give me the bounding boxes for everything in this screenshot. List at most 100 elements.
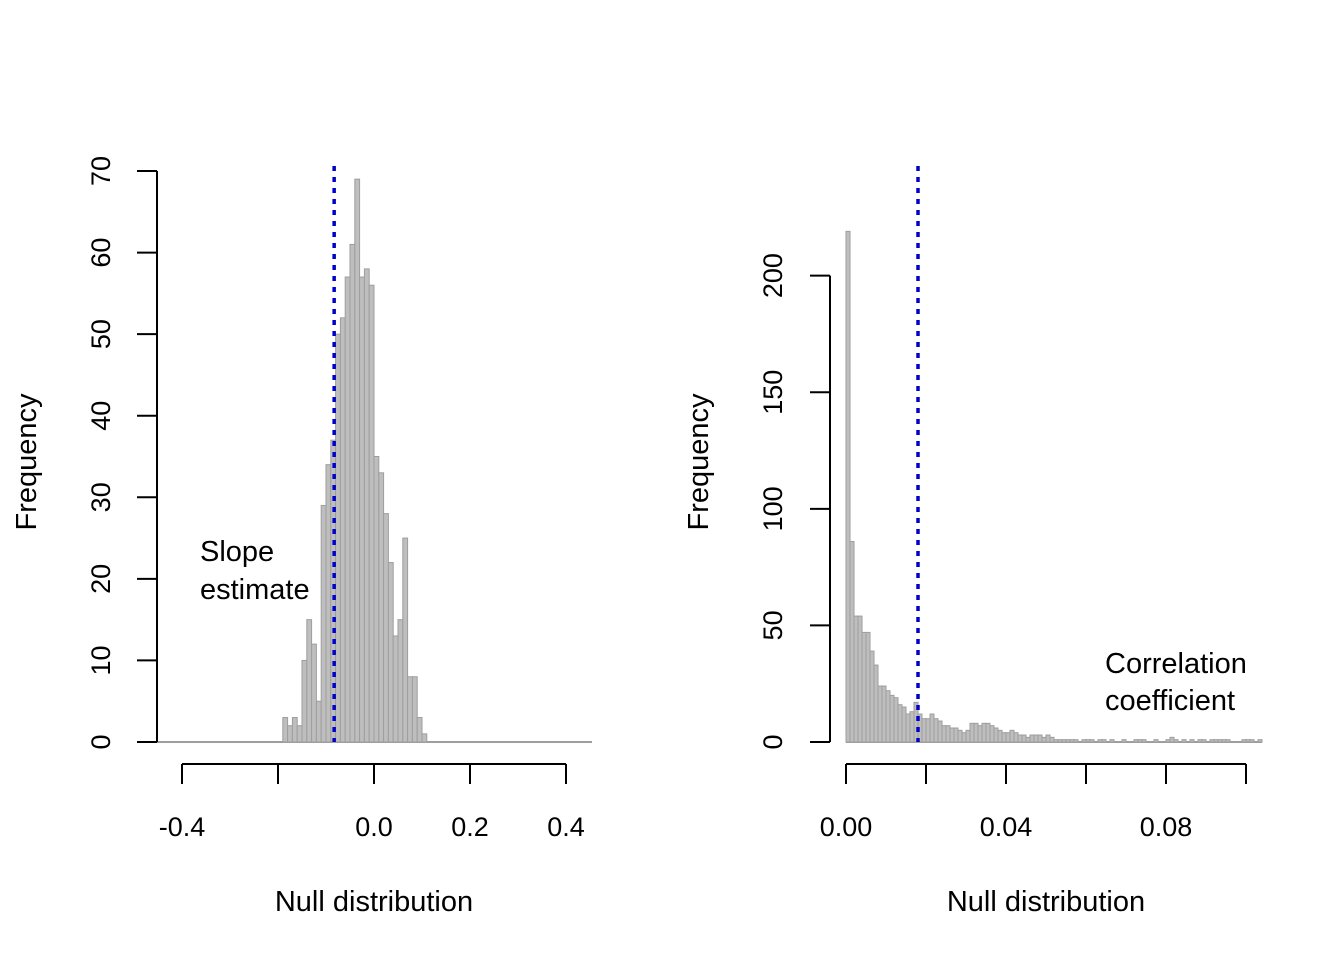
x-axis: -0.4 0.0 0.2 0.4 bbox=[159, 763, 585, 842]
histogram-bar bbox=[889, 694, 895, 743]
histogram-bar bbox=[1217, 739, 1223, 743]
histogram-bar bbox=[985, 722, 991, 743]
histogram-bar bbox=[1109, 739, 1115, 743]
histogram-bar bbox=[905, 713, 911, 743]
histogram-bar bbox=[1085, 739, 1091, 743]
x-axis: 0.00 0.04 0.08 bbox=[820, 763, 1247, 842]
histogram-bar bbox=[344, 276, 351, 743]
histogram-bar bbox=[421, 733, 428, 743]
histogram-bar bbox=[306, 619, 313, 743]
y-tick-label: 200 bbox=[758, 253, 788, 298]
y-tick-label: 60 bbox=[86, 238, 116, 268]
histogram-bar bbox=[296, 725, 303, 743]
histogram-bar bbox=[849, 540, 855, 743]
histogram-bar bbox=[282, 717, 289, 743]
histogram-bar bbox=[1189, 739, 1195, 743]
histogram-bar bbox=[402, 537, 409, 743]
histogram-bar bbox=[325, 464, 332, 743]
histogram-bar bbox=[873, 664, 879, 743]
y-tick-label: 0 bbox=[86, 734, 116, 749]
histogram-bar bbox=[925, 718, 931, 743]
histogram-bar bbox=[977, 725, 983, 743]
y-tick-label: 10 bbox=[86, 645, 116, 675]
histogram-bar bbox=[1153, 739, 1159, 743]
histogram-bar bbox=[1141, 739, 1147, 743]
histogram-bar bbox=[383, 513, 389, 743]
histogram-bar bbox=[1005, 732, 1011, 743]
histogram-bar bbox=[869, 650, 875, 743]
annotation-line-2: coefficient bbox=[1105, 685, 1235, 717]
histogram-bar bbox=[1137, 739, 1143, 743]
y-tick-label: 100 bbox=[758, 486, 788, 531]
histogram-bar bbox=[1245, 739, 1251, 743]
x-tick-label: 0.2 bbox=[451, 812, 489, 842]
histogram-bar bbox=[933, 718, 939, 743]
histogram-bar bbox=[1001, 732, 1007, 743]
histogram-bar bbox=[1213, 739, 1219, 743]
y-tick-label: 20 bbox=[86, 564, 116, 594]
x-tick-label: 0.4 bbox=[547, 812, 585, 842]
histogram-bar bbox=[363, 268, 370, 743]
histogram-bar bbox=[877, 685, 883, 743]
histogram-bar bbox=[1201, 739, 1207, 743]
histogram-bar bbox=[354, 178, 361, 743]
x-tick-label: 0.04 bbox=[980, 812, 1033, 842]
x-tick-label: 0.00 bbox=[820, 812, 873, 842]
histogram-bar bbox=[349, 243, 356, 743]
y-axis: 0 10 20 30 40 50 60 70 bbox=[86, 156, 158, 750]
histogram-bar bbox=[981, 722, 987, 743]
histogram-bar bbox=[368, 284, 375, 743]
histogram-bar bbox=[1121, 739, 1127, 743]
histogram-bar bbox=[929, 713, 935, 743]
histogram-bar bbox=[881, 685, 887, 743]
histogram-bar bbox=[1221, 739, 1227, 743]
histogram-bar bbox=[1037, 734, 1043, 743]
correlation-null-histogram: 0.00 0.04 0.08 0 50 100 150 200 Null distribut… bbox=[683, 166, 1263, 918]
histogram-bar bbox=[397, 619, 404, 743]
histogram-bar bbox=[359, 276, 365, 743]
y-tick-label: 50 bbox=[86, 319, 116, 349]
histogram-bar bbox=[893, 697, 899, 743]
histogram-bar bbox=[1029, 734, 1035, 743]
histogram-bar bbox=[291, 717, 298, 743]
histogram-bar bbox=[320, 504, 327, 743]
histogram-bar bbox=[1033, 734, 1039, 743]
histogram-bar bbox=[416, 717, 423, 743]
histogram-bar bbox=[885, 690, 891, 743]
histogram-bar bbox=[1057, 739, 1063, 743]
histogram-bar bbox=[921, 718, 927, 743]
annotation-line-1: Correlation bbox=[1105, 648, 1247, 680]
annotation-line-2: estimate bbox=[200, 574, 310, 606]
histogram-bar bbox=[373, 456, 380, 743]
histogram-bar bbox=[1101, 739, 1107, 743]
slope-null-histogram: -0.4 0.0 0.2 0.4 0 10 20 30 40 50 60 70 Null distr… bbox=[11, 156, 592, 918]
histogram-bar bbox=[387, 562, 394, 743]
histogram-bar bbox=[1173, 739, 1179, 743]
histogram-bar bbox=[411, 676, 418, 743]
histogram-bar bbox=[378, 472, 385, 743]
histogram-bar bbox=[1021, 734, 1027, 743]
histogram-bar bbox=[407, 676, 413, 743]
histogram-bar bbox=[339, 317, 346, 743]
histogram-bar bbox=[1257, 739, 1263, 743]
y-tick-label: 50 bbox=[758, 610, 788, 640]
histogram-bar bbox=[857, 615, 863, 743]
histogram-bar bbox=[1241, 739, 1247, 743]
x-axis-title: Null distribution bbox=[947, 886, 1145, 918]
histogram-bar bbox=[945, 725, 951, 743]
histogram-bar bbox=[989, 725, 995, 743]
histogram-bar bbox=[941, 725, 947, 743]
histogram-bar bbox=[1061, 739, 1067, 743]
histogram-bar bbox=[287, 725, 293, 743]
histogram-bar bbox=[1041, 736, 1047, 743]
histogram-bar bbox=[1097, 739, 1103, 743]
histogram-bar bbox=[969, 722, 975, 743]
histogram-bar bbox=[1013, 732, 1019, 743]
histogram-bar bbox=[1169, 736, 1175, 743]
histogram-bar bbox=[1073, 739, 1079, 743]
histogram-bar bbox=[1081, 739, 1087, 743]
histogram-bar bbox=[949, 727, 955, 743]
histogram-bar bbox=[901, 706, 907, 743]
y-tick-label: 30 bbox=[86, 482, 116, 512]
